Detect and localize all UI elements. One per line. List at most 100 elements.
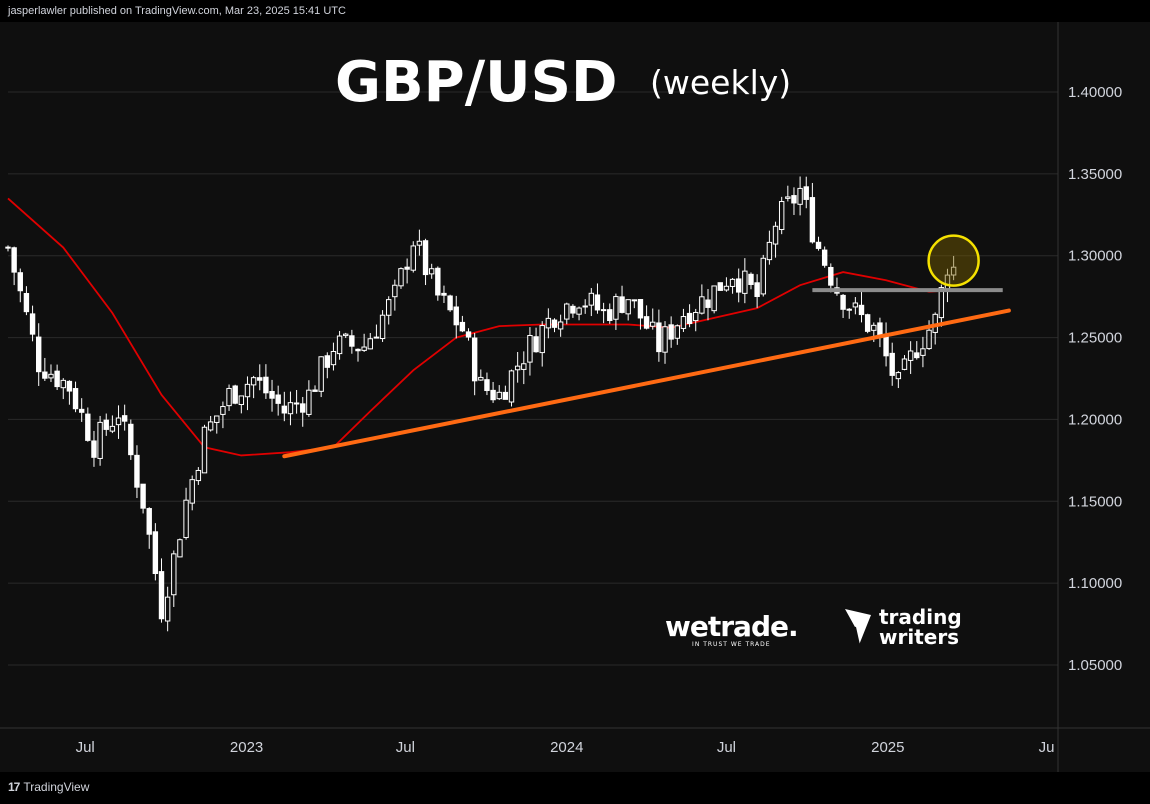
candle-body [742, 270, 748, 294]
candle-body [121, 415, 128, 422]
candle-body [287, 402, 294, 415]
candle-body [404, 266, 410, 270]
candle-body [521, 363, 527, 370]
candle-body [907, 350, 914, 361]
y-tick-label: 1.40000 [1068, 84, 1122, 101]
candle-body [324, 355, 330, 368]
candle-body [846, 308, 852, 311]
candle-body [686, 312, 693, 325]
candle-body [398, 268, 404, 287]
candle-body [748, 273, 754, 285]
candle-body [330, 350, 337, 366]
candle-body [349, 335, 355, 347]
candle-body [177, 539, 183, 558]
candle-body [582, 305, 588, 308]
candle-body [97, 421, 103, 459]
candle-body [367, 338, 373, 350]
candle-body [214, 415, 220, 423]
x-tick-label: Jul [76, 739, 95, 756]
candle-body [336, 335, 343, 355]
candle-body [637, 299, 644, 319]
candle-body [48, 373, 54, 379]
candle-body [91, 440, 97, 458]
candle-body [189, 479, 195, 504]
candle-body [717, 282, 723, 291]
candle-body [171, 553, 177, 596]
candle-body [662, 326, 668, 353]
candle-body [803, 186, 809, 200]
candle-body [293, 402, 300, 405]
candle-body [613, 296, 619, 320]
candle-body [11, 247, 17, 273]
candle-body [281, 405, 288, 414]
candle-body [926, 329, 932, 350]
candle-body [625, 299, 631, 315]
candle-body [564, 303, 570, 320]
candle-body [158, 571, 165, 620]
footer-brand[interactable]: TradingView [23, 780, 90, 794]
footer: 17 TradingView [8, 778, 89, 796]
candle-body [711, 285, 717, 312]
candle-body [269, 390, 275, 399]
chart-frame: 1.40000 1.35000 1.30000 1.25000 1.20000 1.150… [0, 22, 1150, 772]
candle-body [821, 249, 828, 266]
candle-body [441, 292, 447, 296]
candle-body [244, 383, 251, 398]
candle-body [146, 508, 152, 535]
y-tick-label: 1.25000 [1068, 330, 1122, 347]
chart-subtitle: (weekly) [650, 63, 791, 102]
candle-body [736, 278, 742, 293]
candle-body [502, 391, 509, 400]
candle-body [791, 195, 797, 204]
candle-body [115, 417, 122, 426]
candle-body [478, 376, 484, 381]
candle-body [447, 295, 453, 311]
candle-body [183, 499, 189, 539]
candle-body [392, 284, 398, 298]
candle-body [85, 413, 91, 441]
x-tick-label: Ju [1039, 739, 1055, 756]
candle-body [5, 246, 11, 249]
candle-body [809, 197, 816, 243]
candle-body [607, 309, 613, 321]
y-tick-label: 1.15000 [1068, 493, 1122, 510]
support-trendline [282, 308, 1011, 459]
candle-body [134, 454, 140, 488]
y-tick-label: 1.10000 [1068, 575, 1122, 592]
candle-body [570, 305, 576, 314]
trading-writers-logo: trading writers [843, 607, 962, 647]
candle-body [889, 352, 895, 376]
candle-body [250, 377, 257, 386]
candle-body [29, 313, 36, 335]
publisher-attribution: jasperlawler published on TradingView.co… [8, 5, 346, 17]
candle-body [23, 293, 30, 313]
x-tick-label: 2024 [550, 739, 583, 756]
candle-body [226, 387, 232, 407]
candle-body [600, 309, 607, 312]
candle-body [36, 336, 42, 373]
candle-body [263, 376, 269, 394]
candle-body [306, 389, 312, 415]
candle-body [496, 391, 502, 400]
candle-body [275, 394, 281, 404]
candle-body [883, 335, 889, 357]
candle-body [361, 346, 367, 351]
candle-body [643, 316, 650, 329]
candle-body [386, 299, 392, 316]
candle-body [680, 316, 687, 329]
candle-body [465, 331, 472, 338]
candle-body [164, 596, 171, 622]
x-tick-label: Jul [717, 739, 736, 756]
candle-body [766, 241, 773, 261]
candle-body [201, 426, 208, 474]
chart-svg[interactable]: 1.40000 1.35000 1.30000 1.25000 1.20000 1.150… [0, 22, 1150, 772]
y-tick-label: 1.20000 [1068, 411, 1122, 428]
candle-body [828, 266, 834, 286]
y-tick-label: 1.35000 [1068, 166, 1122, 183]
candle-body [778, 201, 785, 231]
candle-body [207, 421, 214, 431]
candle-body [858, 304, 865, 316]
candle-body [195, 469, 202, 482]
candle-body [545, 317, 552, 329]
candle-body [459, 321, 466, 332]
